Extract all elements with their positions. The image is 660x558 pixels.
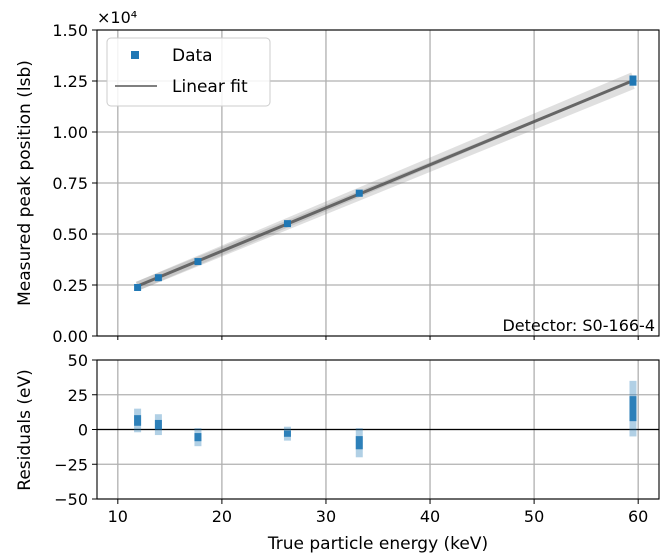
x-tick-label: 60 (628, 507, 648, 526)
x-tick-label: 20 (212, 507, 232, 526)
x-tick-label: 50 (524, 507, 544, 526)
y-tick-label: 0.25 (52, 276, 88, 295)
x-tick-label: 30 (316, 507, 336, 526)
data-point (283, 220, 291, 228)
fit-line (137, 79, 634, 288)
y-tick-label: 1.00 (52, 123, 88, 142)
y-tick-label: 50 (68, 351, 88, 370)
top-ylabel: Measured peak position (lsb) (15, 60, 35, 306)
y-tick-label: −50 (54, 490, 88, 509)
legend-data-marker (131, 51, 139, 59)
bottom-xticks: 10 20 30 40 50 60 (108, 336, 648, 526)
residual-core (134, 415, 142, 426)
data-point (194, 258, 202, 266)
residual-core (154, 419, 162, 430)
offset-label: ×10⁴ (97, 8, 137, 27)
y-tick-label: 25 (68, 386, 88, 405)
y-tick-label: 0 (78, 421, 88, 440)
residual-core (355, 436, 363, 450)
legend-box (106, 37, 271, 107)
y-tick-label: −25 (54, 455, 88, 474)
data-point (154, 274, 162, 282)
linear-fit-band (135, 72, 635, 291)
legend: Data Linear fit (106, 37, 271, 107)
y-tick-label: 1.25 (52, 72, 88, 91)
legend-data-label: Data (172, 46, 213, 66)
x-tick-label: 40 (420, 507, 440, 526)
top-yticks: 0.00 0.25 0.50 0.75 1.00 1.25 1.50 (52, 21, 97, 346)
y-tick-label: 0.00 (52, 327, 88, 346)
residual-points (134, 380, 637, 458)
data-point (134, 283, 142, 291)
residual-core (283, 430, 291, 437)
bottom-ylabel: Residuals (eV) (15, 369, 35, 490)
y-tick-label: 0.75 (52, 174, 88, 193)
bottom-yticks: −50 −25 0 25 50 (54, 351, 97, 509)
data-points (134, 75, 637, 291)
data-point (355, 189, 363, 197)
x-tick-label: 10 (108, 507, 128, 526)
y-tick-label: 1.50 (52, 21, 88, 40)
top-panel: 0.00 0.25 0.50 0.75 1.00 1.25 1.50 ×10⁴ Measur… (15, 8, 660, 346)
residual-core (629, 396, 637, 422)
residual-core (194, 433, 202, 442)
y-tick-label: 0.50 (52, 225, 88, 244)
xlabel: True particle energy (keV) (267, 534, 488, 554)
detector-annotation: Detector: S0-166-4 (502, 316, 655, 335)
legend-fit-label: Linear fit (172, 77, 248, 97)
data-point (629, 75, 637, 86)
